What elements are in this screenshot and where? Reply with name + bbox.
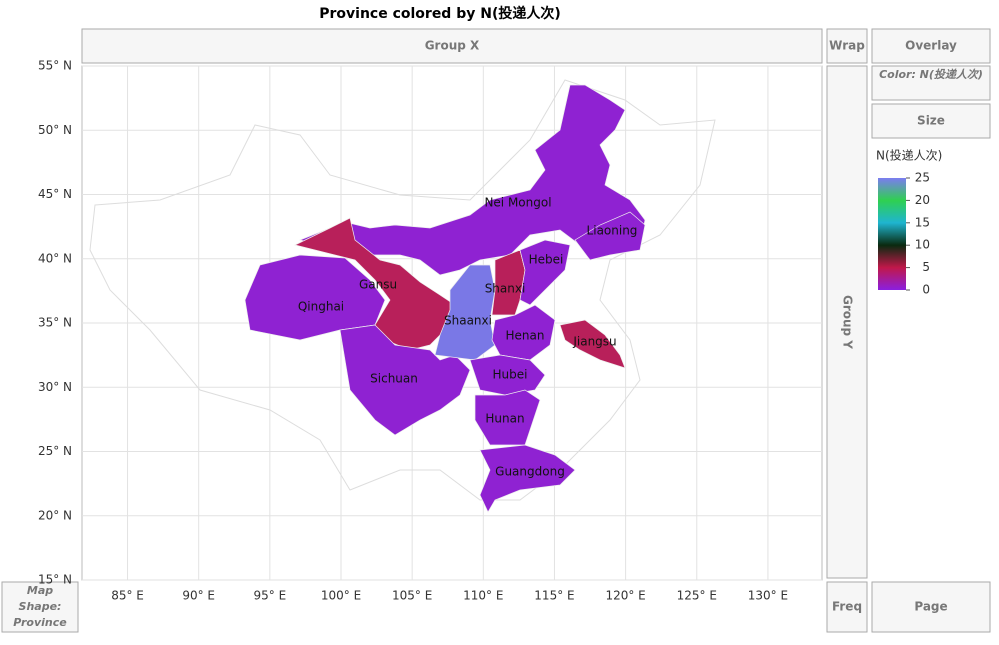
y-tick-label: 15° N [38,573,72,587]
wrap-zone[interactable] [826,28,868,64]
x-tick-label: 130° E [748,589,788,603]
province-label: Nei Mongol [484,196,551,210]
legend-title: N(投递人次) [876,148,942,163]
x-tick-label: 115° E [534,589,574,603]
group-y-zone[interactable] [826,65,868,579]
x-tick-label: 125° E [677,589,717,603]
freq-zone[interactable] [826,581,868,633]
y-tick-label: 40° N [38,251,72,265]
x-tick-label: 100° E [321,589,361,603]
province [469,354,546,396]
province-label: Qinghai [298,300,344,314]
y-tick-label: 50° N [38,123,72,137]
y-tick-label: 25° N [38,444,72,458]
freq-label: Freq [832,600,862,614]
province-label: Hunan [485,412,524,426]
province [491,304,556,361]
group-y-label: Group Y [841,295,855,349]
color-label: Color: N(投递人次) [879,68,983,81]
province [574,211,646,261]
y-tick-label: 30° N [38,380,72,394]
province [519,239,571,306]
legend-tick-label: 5 [922,260,930,274]
size-label: Size [917,114,945,128]
x-tick-label: 120° E [605,589,645,603]
province-label: Liaoning [587,224,638,238]
map-shape-label: Map Shape: Province [13,584,67,629]
legend-tick-label: 20 [915,193,930,207]
province-label: Shanxi [485,282,526,296]
y-tick-label: 35° N [38,316,72,330]
group-x-label: Group X [425,39,480,53]
province-label: Sichuan [370,372,418,386]
map-shape-zone[interactable] [1,581,79,633]
size-zone[interactable] [871,103,991,139]
page-zone[interactable] [871,581,991,633]
y-tick-label: 20° N [38,508,72,522]
province-label: Hubei [493,368,528,382]
legend-tick-label: 15 [915,215,930,229]
y-tick-label: 45° N [38,187,72,201]
province [474,389,541,446]
province [559,319,626,369]
x-tick-label: 90° E [182,589,215,603]
page-label: Page [914,600,947,614]
x-tick-label: 95° E [254,589,287,603]
legend-tick-label: 10 [915,238,930,252]
province-label: Guangdong [495,465,565,479]
x-tick-label: 105° E [392,589,432,603]
legend-tick-label: 0 [922,283,930,297]
title: Province colored by N(投递人次) [319,5,561,22]
overlay-label: Overlay [905,39,957,53]
color-zone[interactable] [871,65,991,101]
province [479,444,576,513]
province-label: Shaanxi [444,314,492,328]
x-tick-label: 85° E [111,589,144,603]
province-label: Henan [506,329,545,343]
country-outline [89,79,716,501]
wrap-label: Wrap [829,39,865,53]
group-x-zone[interactable] [81,28,823,64]
province-label: Jiangsu [572,335,616,349]
legend-gradient [878,178,906,290]
y-tick-label: 55° N [38,59,72,73]
province [298,84,646,276]
legend-tick-label: 25 [915,171,930,185]
x-tick-label: 110° E [463,589,503,603]
province-label: Gansu [359,278,397,292]
province [339,324,471,436]
province-label: Hebei [529,253,564,267]
overlay-zone[interactable] [871,28,991,64]
